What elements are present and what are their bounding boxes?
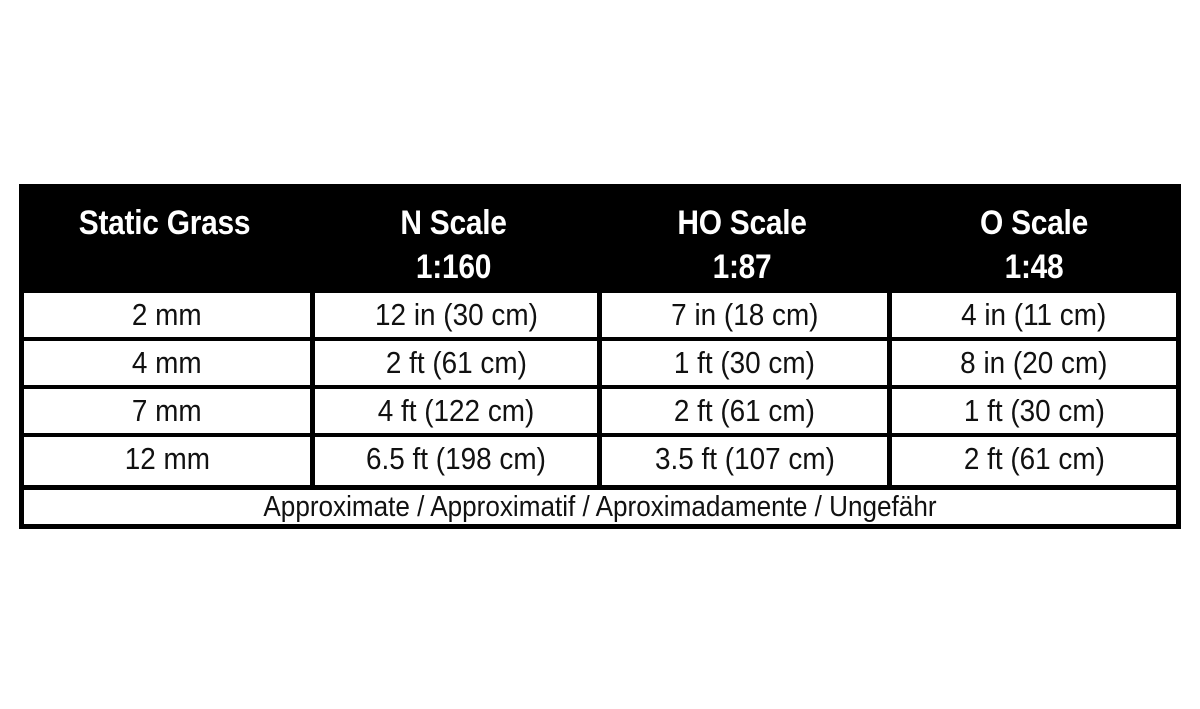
cell-text: 12 mm [124,441,210,476]
column-header-n-scale-line1: N Scale [400,204,507,242]
static-grass-scale-table: Static Grass N Scale 1:160 HO Scale 1:87… [19,184,1181,529]
footnote-text: Approximate / Approximatif / Aproximadam… [263,491,937,523]
cell-text: 4 mm [132,345,202,380]
cell-o-scale: 2 ft (61 cm) [892,437,1176,485]
footnote-cell: Approximate / Approximatif / Aproximadam… [24,490,1176,524]
cell-text: 6.5 ft (198 cm) [366,441,546,476]
cell-text: 2 ft (61 cm) [963,441,1105,476]
column-header-ho-scale-ratio: 1:87 [712,248,772,286]
cell-o-scale: 8 in (20 cm) [892,341,1176,385]
cell-text: 4 in (11 cm) [961,297,1107,332]
cell-text: 2 ft (61 cm) [673,393,816,428]
table-body: 2 mm 12 in (30 cm) 7 in (18 cm) 4 in (11… [19,293,1181,490]
cell-text: 7 mm [132,393,202,428]
cell-grass-height: 12 mm [24,437,310,485]
column-header-n-scale-ratio: 1:160 [415,248,492,286]
cell-ho-scale: 2 ft (61 cm) [602,389,887,433]
table-row: 4 mm 2 ft (61 cm) 1 ft (30 cm) 8 in (20 … [24,341,1176,389]
cell-ho-scale: 3.5 ft (107 cm) [602,437,887,485]
cell-text: 8 in (20 cm) [960,345,1108,380]
table-row: 7 mm 4 ft (122 cm) 2 ft (61 cm) 1 ft (30… [24,389,1176,437]
cell-n-scale: 6.5 ft (198 cm) [315,437,597,485]
cell-n-scale: 12 in (30 cm) [315,293,597,337]
column-header-n-scale: N Scale 1:160 [327,184,580,293]
cell-ho-scale: 1 ft (30 cm) [602,341,887,385]
cell-text: 2 mm [132,297,202,332]
cell-grass-height: 4 mm [24,341,310,385]
cell-text: 3.5 ft (107 cm) [654,441,835,476]
cell-text: 1 ft (30 cm) [673,345,816,380]
table-row: 12 mm 6.5 ft (198 cm) 3.5 ft (107 cm) 2 … [24,437,1176,485]
cell-grass-height: 2 mm [24,293,310,337]
cell-text: 12 in (30 cm) [374,297,538,332]
cell-text: 7 in (18 cm) [670,297,819,332]
cell-o-scale: 1 ft (30 cm) [892,389,1176,433]
cell-grass-height: 7 mm [24,389,310,433]
table-footnote-row: Approximate / Approximatif / Aproximadam… [19,490,1181,529]
column-header-o-scale-ratio: 1:48 [1004,248,1064,286]
column-header-static-grass-line1: Static Grass [78,204,251,242]
column-header-static-grass: Static Grass [36,184,292,293]
cell-text: 4 ft (122 cm) [377,393,535,428]
cell-ho-scale: 7 in (18 cm) [602,293,887,337]
column-header-o-scale-line1: O Scale [980,204,1088,242]
cell-text: 2 ft (61 cm) [385,345,527,380]
column-header-ho-scale: HO Scale 1:87 [614,184,869,293]
column-header-o-scale: O Scale 1:48 [905,184,1164,293]
cell-text: 1 ft (30 cm) [963,393,1105,428]
table-header-row: Static Grass N Scale 1:160 HO Scale 1:87… [19,184,1181,293]
cell-n-scale: 2 ft (61 cm) [315,341,597,385]
column-header-ho-scale-line1: HO Scale [677,204,807,242]
cell-n-scale: 4 ft (122 cm) [315,389,597,433]
cell-o-scale: 4 in (11 cm) [892,293,1176,337]
table-row: 2 mm 12 in (30 cm) 7 in (18 cm) 4 in (11… [24,293,1176,341]
